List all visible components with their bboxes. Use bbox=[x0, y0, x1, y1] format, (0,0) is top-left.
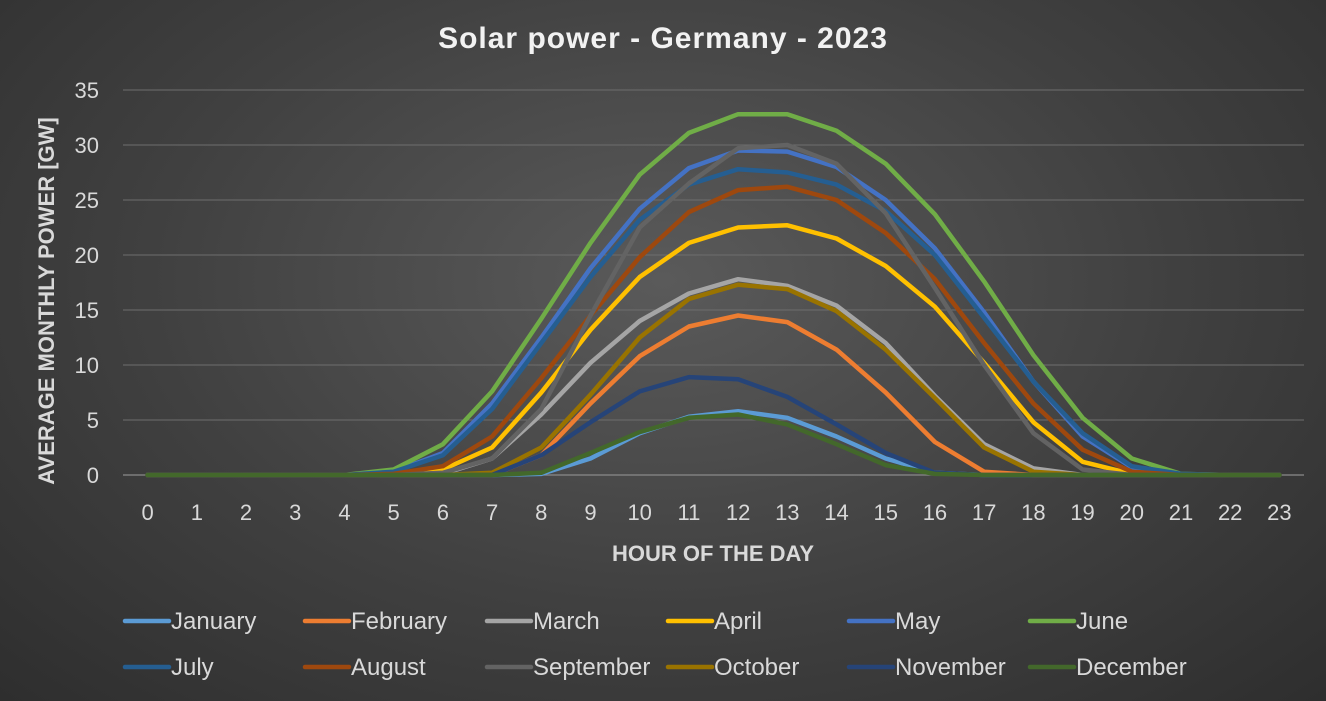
legend-item-march: March bbox=[484, 608, 600, 635]
legend-label: July bbox=[171, 654, 214, 681]
legend-item-january: January bbox=[122, 608, 256, 635]
legend-item-october: October bbox=[665, 654, 799, 681]
x-tick-label: 3 bbox=[289, 500, 301, 525]
x-tick-label: 8 bbox=[535, 500, 547, 525]
series-lines bbox=[145, 111, 1282, 478]
x-tick-label: 22 bbox=[1218, 500, 1242, 525]
x-axis-label: HOUR OF THE DAY bbox=[612, 541, 814, 566]
y-axis-ticks: 0 5 10 15 20 25 30 35 bbox=[75, 78, 99, 488]
y-tick-label: 15 bbox=[75, 298, 99, 323]
x-tick-label: 18 bbox=[1021, 500, 1045, 525]
y-tick-label: 10 bbox=[75, 353, 99, 378]
legend-label: October bbox=[714, 654, 799, 681]
x-tick-label: 14 bbox=[824, 500, 848, 525]
legend-label: September bbox=[533, 654, 650, 681]
legend-label: June bbox=[1076, 608, 1128, 635]
y-tick-label: 25 bbox=[75, 188, 99, 213]
x-tick-label: 0 bbox=[141, 500, 153, 525]
legend-item-september: September bbox=[484, 654, 650, 681]
x-tick-label: 13 bbox=[775, 500, 799, 525]
legend-label: August bbox=[351, 654, 426, 681]
y-tick-label: 5 bbox=[87, 408, 99, 433]
series-line-august bbox=[145, 184, 1282, 478]
x-tick-label: 12 bbox=[726, 500, 750, 525]
x-tick-label: 16 bbox=[923, 500, 947, 525]
x-tick-label: 20 bbox=[1120, 500, 1144, 525]
legend-label: March bbox=[533, 608, 600, 635]
x-tick-label: 6 bbox=[437, 500, 449, 525]
x-tick-label: 11 bbox=[677, 500, 700, 525]
legend-label: November bbox=[895, 654, 1006, 681]
x-tick-label: 15 bbox=[873, 500, 897, 525]
y-tick-label: 0 bbox=[87, 463, 99, 488]
series-line-december bbox=[145, 412, 1282, 478]
x-axis-ticks: 0 1 2 3 4 5 6 7 8 9 10 11 12 13 14 15 16 17 18 19 20 21 22 23 bbox=[141, 500, 1291, 525]
x-tick-label: 5 bbox=[388, 500, 400, 525]
legend-label: December bbox=[1076, 654, 1187, 681]
y-axis-label: AVERAGE MONTHLY POWER [GW] bbox=[34, 117, 59, 485]
legend-item-august: August bbox=[302, 654, 426, 681]
x-tick-label: 21 bbox=[1169, 500, 1193, 525]
legend-item-april: April bbox=[665, 608, 762, 635]
legend-item-february: February bbox=[302, 608, 447, 635]
x-tick-label: 1 bbox=[191, 500, 203, 525]
legend-item-may: May bbox=[846, 608, 940, 635]
x-tick-label: 7 bbox=[486, 500, 498, 525]
legend-item-december: December bbox=[1027, 654, 1187, 681]
x-tick-label: 23 bbox=[1267, 500, 1291, 525]
x-tick-label: 4 bbox=[338, 500, 350, 525]
legend-label: May bbox=[895, 608, 940, 635]
chart-title: Solar power - Germany - 2023 bbox=[438, 22, 888, 55]
legend-item-july: July bbox=[122, 654, 214, 681]
legend-label: February bbox=[351, 608, 447, 635]
x-tick-label: 2 bbox=[240, 500, 252, 525]
legend: January February March April May June July Augu… bbox=[122, 608, 1187, 681]
y-tick-label: 30 bbox=[75, 133, 99, 158]
x-tick-label: 9 bbox=[584, 500, 596, 525]
legend-item-june: June bbox=[1027, 608, 1128, 635]
y-tick-label: 35 bbox=[75, 78, 99, 103]
x-tick-label: 19 bbox=[1070, 500, 1094, 525]
legend-label: April bbox=[714, 608, 762, 635]
legend-item-november: November bbox=[846, 654, 1006, 681]
x-tick-label: 10 bbox=[627, 500, 651, 525]
legend-label: January bbox=[171, 608, 256, 635]
x-tick-label: 17 bbox=[972, 500, 996, 525]
y-tick-label: 20 bbox=[75, 243, 99, 268]
series-line-january bbox=[145, 408, 1282, 478]
